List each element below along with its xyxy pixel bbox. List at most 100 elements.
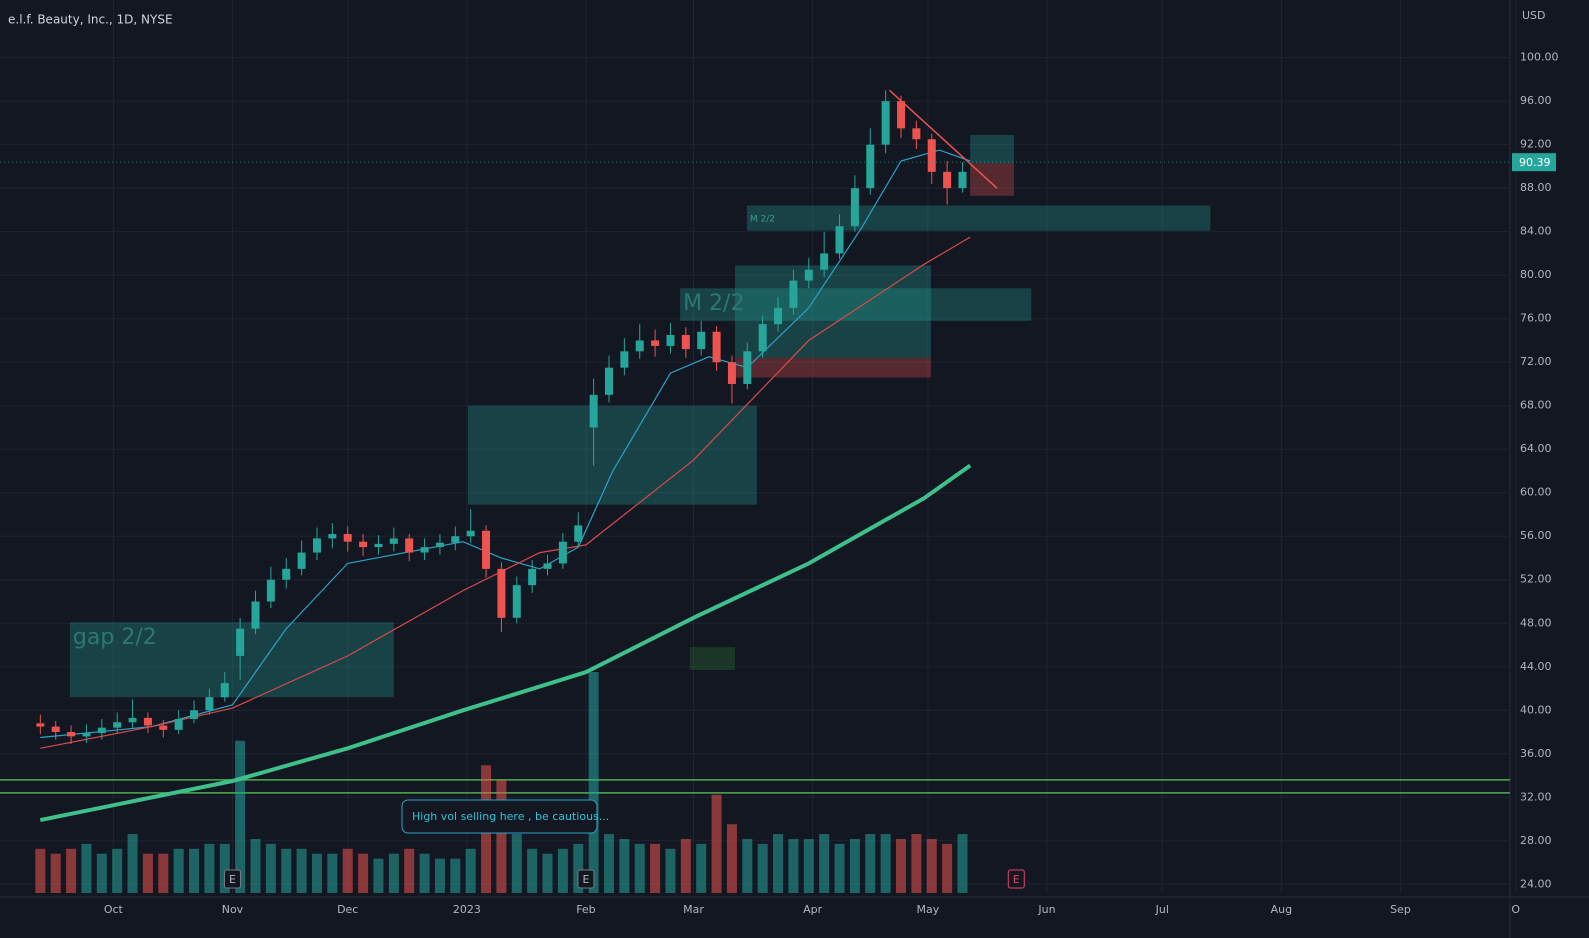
volume-bar — [742, 838, 753, 893]
x-tick-label: Apr — [803, 903, 823, 916]
candle-body — [866, 144, 875, 189]
volume-bar — [250, 838, 261, 893]
volume-bar — [557, 848, 568, 893]
x-tick-label: Feb — [576, 903, 595, 916]
zone-label: M 2/2 — [750, 215, 775, 225]
candle-body — [651, 340, 660, 346]
zone-label: M 2/2 — [683, 291, 744, 316]
volume-bar — [142, 853, 153, 893]
candle-body — [451, 536, 460, 543]
volume-bar — [434, 858, 445, 893]
x-tick-label: Oct — [104, 903, 124, 916]
candle-body — [850, 188, 859, 227]
volume-bar — [926, 838, 937, 893]
volume-bar — [757, 843, 768, 893]
y-tick-label: 60.00 — [1520, 486, 1552, 499]
annotation: High vol selling here , be cautious... — [401, 799, 609, 834]
candle-body — [113, 722, 122, 728]
x-tick-label: Nov — [222, 903, 244, 916]
x-tick-label: May — [917, 903, 940, 916]
zone — [467, 405, 757, 505]
volume-bar — [527, 848, 538, 893]
volume-bar — [219, 843, 230, 893]
candle-body — [620, 351, 629, 368]
volume-bar — [281, 848, 292, 893]
volume-bar — [358, 853, 369, 893]
candle-body — [420, 547, 429, 553]
volume-bar — [957, 834, 968, 893]
y-tick-label: 56.00 — [1520, 529, 1552, 542]
annotation-text: High vol selling here , be cautious... — [412, 810, 609, 823]
candle-body — [697, 331, 706, 350]
volume-bar — [35, 848, 46, 893]
volume-bar — [66, 848, 77, 893]
volume-bar — [388, 853, 399, 893]
zone — [680, 288, 1032, 321]
candle-body — [681, 335, 690, 350]
y-tick-label: 88.00 — [1520, 181, 1552, 194]
volume-bar — [803, 838, 814, 893]
volume-bar — [542, 853, 553, 893]
candle-body — [912, 128, 921, 140]
volume-bar — [942, 843, 953, 893]
candle-body — [635, 340, 644, 352]
candle-body — [558, 541, 567, 564]
candle-body — [82, 733, 91, 737]
trend-line — [888, 89, 998, 189]
volume-bar — [788, 838, 799, 893]
y-tick-label: 84.00 — [1520, 225, 1552, 238]
candle-body — [297, 552, 306, 569]
candle-body — [789, 280, 798, 308]
candle-body — [190, 710, 199, 719]
candle-body — [666, 335, 675, 346]
candle-body — [897, 101, 906, 129]
volume-bar — [680, 838, 691, 893]
y-tick-label: 64.00 — [1520, 442, 1552, 455]
zone — [735, 357, 931, 378]
volume-bar — [265, 843, 276, 893]
moving-average — [39, 463, 972, 823]
candle-body — [727, 362, 736, 384]
candle-body — [359, 541, 368, 548]
volume-bar — [619, 838, 630, 893]
earnings-marker — [223, 869, 241, 889]
y-tick-label: 36.00 — [1520, 747, 1552, 760]
candle-body — [927, 139, 936, 172]
earnings-marker — [577, 869, 595, 889]
volume-bar — [496, 780, 507, 893]
candle-body — [528, 568, 537, 586]
annotation-box — [401, 799, 598, 834]
volume-bar — [880, 834, 891, 893]
y-tick-label: 40.00 — [1520, 703, 1552, 716]
candle-body — [174, 718, 183, 730]
y-tick-label: 100.00 — [1520, 51, 1559, 64]
volume-bar — [450, 858, 461, 893]
candle-body — [251, 601, 260, 629]
volume-bar — [711, 794, 722, 893]
x-tick-label: Jun — [1037, 903, 1055, 916]
volume-bar — [726, 824, 737, 893]
volume-bar — [311, 853, 322, 893]
candle-body — [943, 171, 952, 189]
y-tick-label: 92.00 — [1520, 138, 1552, 151]
candle-body — [51, 726, 60, 733]
candle-body — [482, 530, 491, 569]
volume-bar — [50, 853, 61, 893]
volume-bar — [404, 848, 415, 893]
candle-body — [820, 253, 829, 270]
volume-bar — [373, 858, 384, 893]
candle-body — [159, 725, 168, 730]
volume-bar — [158, 853, 169, 893]
y-tick-label: 72.00 — [1520, 355, 1552, 368]
zone — [970, 163, 1014, 196]
volume-bar — [235, 740, 246, 893]
candle-body — [835, 226, 844, 254]
candle-body — [881, 101, 890, 145]
candle-body — [205, 697, 214, 711]
y-tick-label: 52.00 — [1520, 573, 1552, 586]
volume-bar — [419, 853, 430, 893]
candle-body — [220, 683, 229, 698]
